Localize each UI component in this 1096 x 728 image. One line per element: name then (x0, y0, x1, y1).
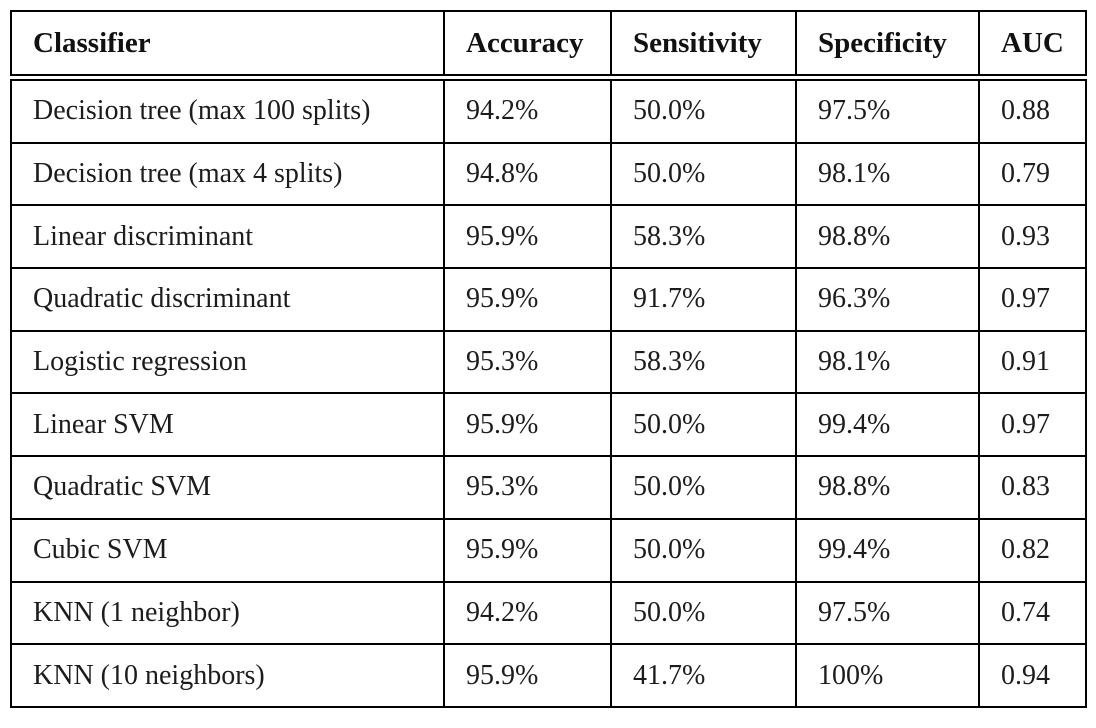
cell-sensitivity: 50.0% (610, 580, 797, 646)
table-row: Decision tree (max 4 splits) 94.8% 50.0% 98… (10, 141, 1087, 207)
cell-accuracy: 95.9% (443, 392, 612, 458)
cell-classifier: KNN (10 neighbors) (10, 643, 445, 708)
cell-auc: 0.79 (978, 141, 1087, 207)
table-row: Logistic regression 95.3% 58.3% 98.1% 0.91 (10, 329, 1087, 395)
cell-specificity: 98.8% (795, 455, 980, 520)
cell-accuracy: 94.2% (443, 79, 612, 144)
cell-accuracy: 95.3% (443, 455, 612, 520)
table-row: Linear SVM 95.9% 50.0% 99.4% 0.97 (10, 392, 1087, 458)
cell-auc: 0.91 (978, 329, 1087, 395)
cell-sensitivity: 91.7% (610, 267, 797, 332)
cell-sensitivity: 50.0% (610, 392, 797, 458)
cell-classifier: Logistic regression (10, 329, 445, 395)
cell-specificity: 98.1% (795, 329, 980, 395)
column-header-accuracy: Accuracy (443, 10, 612, 76)
cell-specificity: 99.4% (795, 517, 980, 583)
cell-sensitivity: 50.0% (610, 79, 797, 144)
cell-specificity: 98.8% (795, 204, 980, 270)
column-header-specificity: Specificity (795, 10, 980, 76)
cell-accuracy: 95.9% (443, 204, 612, 270)
cell-sensitivity: 50.0% (610, 141, 797, 207)
cell-classifier: Quadratic discriminant (10, 267, 445, 332)
cell-accuracy: 95.9% (443, 267, 612, 332)
cell-specificity: 96.3% (795, 267, 980, 332)
cell-auc: 0.94 (978, 643, 1087, 708)
cell-auc: 0.83 (978, 455, 1087, 520)
cell-specificity: 100% (795, 643, 980, 708)
results-table: Classifier Accuracy Sensitivity Specific… (10, 10, 1087, 708)
cell-classifier: Cubic SVM (10, 517, 445, 583)
table-body: Decision tree (max 100 splits) 94.2% 50.0%… (10, 79, 1087, 708)
cell-classifier: Decision tree (max 100 splits) (10, 79, 445, 144)
table-row: Linear discriminant 95.9% 58.3% 98.8% 0.93 (10, 204, 1087, 270)
cell-auc: 0.97 (978, 392, 1087, 458)
table-row: Cubic SVM 95.9% 50.0% 99.4% 0.82 (10, 517, 1087, 583)
column-header-sensitivity: Sensitivity (610, 10, 797, 76)
cell-accuracy: 94.2% (443, 580, 612, 646)
cell-classifier: Linear SVM (10, 392, 445, 458)
table-header: Classifier Accuracy Sensitivity Specific… (10, 10, 1087, 76)
cell-sensitivity: 50.0% (610, 455, 797, 520)
cell-auc: 0.97 (978, 267, 1087, 332)
classifier-results-table: Classifier Accuracy Sensitivity Specific… (10, 10, 1087, 708)
cell-specificity: 99.4% (795, 392, 980, 458)
cell-classifier: Quadratic SVM (10, 455, 445, 520)
cell-auc: 0.88 (978, 79, 1087, 144)
cell-specificity: 98.1% (795, 141, 980, 207)
table-row: KNN (10 neighbors) 95.9% 41.7% 100% 0.94 (10, 643, 1087, 708)
header-row: Classifier Accuracy Sensitivity Specific… (10, 10, 1087, 76)
table-row: Quadratic discriminant 95.9% 91.7% 96.3% 0.9… (10, 267, 1087, 332)
column-header-auc: AUC (978, 10, 1087, 76)
cell-accuracy: 95.3% (443, 329, 612, 395)
cell-sensitivity: 58.3% (610, 204, 797, 270)
table-row: Quadratic SVM 95.3% 50.0% 98.8% 0.83 (10, 455, 1087, 520)
cell-auc: 0.74 (978, 580, 1087, 646)
cell-specificity: 97.5% (795, 79, 980, 144)
table-row: KNN (1 neighbor) 94.2% 50.0% 97.5% 0.74 (10, 580, 1087, 646)
cell-accuracy: 94.8% (443, 141, 612, 207)
cell-auc: 0.82 (978, 517, 1087, 583)
cell-classifier: Linear discriminant (10, 204, 445, 270)
cell-sensitivity: 50.0% (610, 517, 797, 583)
cell-specificity: 97.5% (795, 580, 980, 646)
cell-classifier: KNN (1 neighbor) (10, 580, 445, 646)
cell-sensitivity: 58.3% (610, 329, 797, 395)
cell-accuracy: 95.9% (443, 643, 612, 708)
column-header-classifier: Classifier (10, 10, 445, 76)
cell-accuracy: 95.9% (443, 517, 612, 583)
table-row: Decision tree (max 100 splits) 94.2% 50.0%… (10, 79, 1087, 144)
cell-sensitivity: 41.7% (610, 643, 797, 708)
cell-auc: 0.93 (978, 204, 1087, 270)
cell-classifier: Decision tree (max 4 splits) (10, 141, 445, 207)
